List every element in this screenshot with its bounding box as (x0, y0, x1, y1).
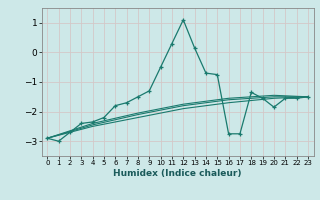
X-axis label: Humidex (Indice chaleur): Humidex (Indice chaleur) (113, 169, 242, 178)
